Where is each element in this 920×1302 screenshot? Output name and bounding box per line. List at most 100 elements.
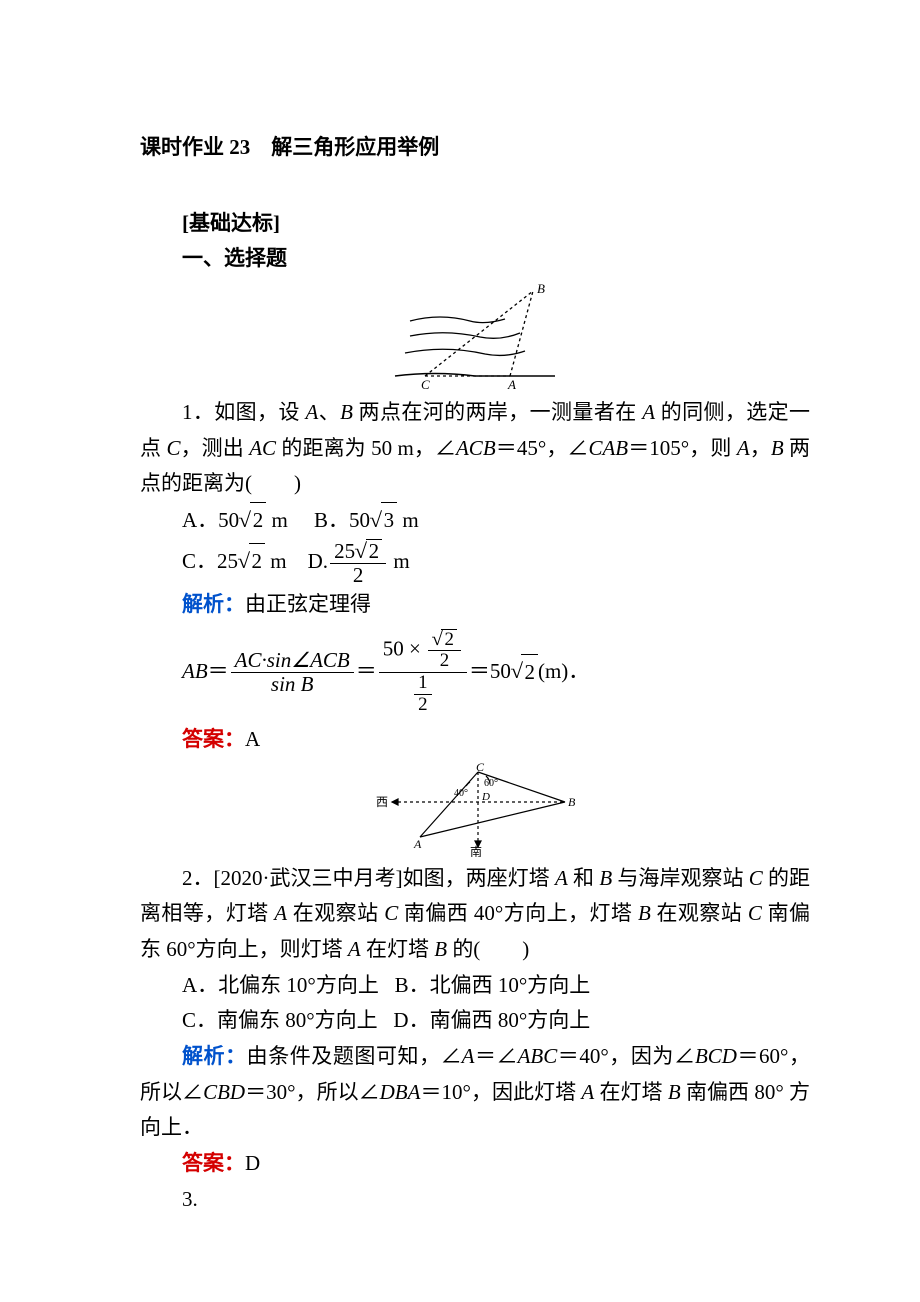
q2-sDBA: DBA — [380, 1080, 421, 1104]
q2-stem: 2．[2020·武汉三中月考]如图，两座灯塔 A 和 B 与海岸观察站 C 的距… — [140, 861, 810, 968]
figure-2-svg: C A B D 西 南 40° 60° — [370, 762, 580, 857]
q1-t5: 的距离为 50 m，∠ — [276, 436, 456, 460]
q2-sA2: A — [581, 1080, 594, 1104]
q2-vC2: C — [384, 901, 398, 925]
fig2-label-south: 南 — [470, 844, 482, 857]
q2-se1: ＝∠ — [474, 1044, 517, 1068]
q2-vB3: B — [434, 937, 447, 961]
fig2-a40: 40° — [454, 788, 468, 799]
q1-optB-rad: 3 — [381, 502, 398, 539]
q2-sp1: 由条件及题图可知，∠ — [247, 1044, 462, 1068]
q2-se10: ＝10°，因此灯塔 — [420, 1080, 581, 1104]
q1-stem: 1．如图，设 A、B 两点在河的两岸，一测量者在 A 的同侧，选定一点 C，测出… — [140, 395, 810, 502]
q1-eq-f2npre: 50 × — [383, 636, 421, 660]
q1-eq-f2n-den: 2 — [428, 651, 461, 672]
q1-eq-f1d: sin B — [271, 672, 314, 696]
q3-number: 3. — [140, 1182, 810, 1218]
q1-vA: A — [305, 400, 318, 424]
q2-optC: C．南偏东 80°方向上 — [182, 1008, 378, 1032]
fig2-label-b: B — [568, 795, 576, 809]
q1-optD-npre: 25 — [334, 539, 355, 563]
q1-optB-pre: B．50 — [314, 508, 370, 532]
q1-eq-res-rs: √ — [510, 654, 523, 690]
q1-eq-f2dd: 2 — [414, 695, 431, 716]
q2-t2: 与海岸观察站 — [612, 866, 749, 890]
q1-eq-res-sfx: (m)． — [538, 654, 589, 690]
q2-src: [2020·武汉三中月考] — [214, 866, 403, 890]
q1-optC-pre: C．25 — [182, 549, 238, 573]
q1-eq-lhs: AB — [182, 654, 208, 690]
q1-t4: ，测出 — [180, 436, 249, 460]
fig2-label-west: 西 — [376, 795, 388, 809]
q1-optD-nrad: 2 — [366, 539, 383, 563]
q2-t5: 南偏西 40°方向上，灯塔 — [398, 901, 638, 925]
fig1-label-b: B — [537, 281, 545, 296]
q2-vA2: A — [274, 901, 287, 925]
q2-sCBD: CBD — [203, 1080, 245, 1104]
q1-opts-cd: C．25√2 m D.25√22 m — [182, 539, 810, 587]
fig2-label-c: C — [476, 762, 485, 774]
q1-eq-f1n: AC·sin∠ACB — [235, 648, 350, 672]
q1-eq-res-rad: 2 — [521, 654, 538, 691]
q1-eq-f2d-inner: 1 2 — [414, 673, 431, 716]
q2-sB: B — [668, 1080, 681, 1104]
q2-and: 和 — [568, 866, 600, 890]
q1-sol-text: 由正弦定理得 — [245, 592, 371, 616]
q1-optA-u: m — [266, 508, 288, 532]
q2-vB2: B — [638, 901, 651, 925]
q1-vACB: ACB — [456, 436, 496, 460]
q1-optA-radsign: √ — [239, 503, 252, 539]
q2-vA3: A — [348, 937, 361, 961]
q1-vB: B — [340, 400, 353, 424]
q1-optA-pre: A．50 — [182, 508, 239, 532]
q1-eq-f2dn: 1 — [414, 673, 431, 695]
q2-se40: ＝40°，因为∠ — [557, 1044, 695, 1068]
q2-sA: A — [462, 1044, 475, 1068]
q1-equation: AB ＝ AC·sin∠ACB sin B ＝ 50 × √2 2 1 2 ＝5… — [182, 629, 810, 716]
q1-optD-den: 2 — [330, 564, 386, 587]
page-body: 课时作业 23 解三角形应用举例 [基础达标] 一、选择题 B A C 1．如图… — [0, 0, 920, 1257]
q1-solution-line: 解析：由正弦定理得 — [140, 587, 810, 623]
q1-answer-line: 答案：A — [140, 722, 810, 758]
q2-opts-ab: A．北偏东 10°方向上 B．北偏西 10°方向上 — [182, 968, 810, 1004]
figure-1: B A C — [140, 281, 810, 391]
q1-optA-rad: 2 — [250, 502, 267, 539]
q1-vA3: A — [737, 436, 750, 460]
q1-s1: 、 — [318, 400, 340, 424]
q2-sol-label: 解析： — [182, 1044, 247, 1068]
figure-2: C A B D 西 南 40° 60° — [140, 762, 810, 857]
q1-optD-rs: √ — [354, 540, 367, 563]
fig2-label-a: A — [413, 837, 422, 851]
q2-sABC: ABC — [518, 1044, 558, 1068]
q2-se30: ＝30°，所以∠ — [245, 1080, 380, 1104]
q1-vA2: A — [642, 400, 655, 424]
q1-vB2: B — [771, 436, 784, 460]
q1-optD-pre: D. — [308, 549, 328, 573]
q2-optA: A．北偏东 10°方向上 — [182, 973, 379, 997]
q2-solution: 解析：由条件及题图可知，∠A＝∠ABC＝40°，因为∠BCD＝60°，所以∠CB… — [140, 1039, 810, 1146]
section-header: [基础达标] — [140, 206, 810, 242]
q1-sol-label: 解析： — [182, 592, 245, 616]
q1-optC-radsign: √ — [237, 544, 250, 580]
q1-eq-eq2: ＝ — [356, 654, 377, 690]
q1-t2: 两点在河的两岸，一测量者在 — [353, 400, 642, 424]
q1-eq-f2n-rs: √ — [432, 630, 443, 651]
q1-optB-u: m — [397, 508, 419, 532]
q1-e45: ＝45°，∠ — [496, 436, 589, 460]
q1-vAC: AC — [249, 436, 276, 460]
q2-sp2: 在灯塔 — [594, 1080, 668, 1104]
q1-ans-label: 答案： — [182, 727, 245, 751]
q1-vC: C — [166, 436, 180, 460]
q2-ans-label: 答案： — [182, 1151, 245, 1175]
q2-vB: B — [599, 866, 612, 890]
q1-optB-radsign: √ — [369, 503, 382, 539]
q2-t4: 在观察站 — [287, 901, 384, 925]
q2-answer-line: 答案：D — [140, 1146, 810, 1182]
q1-vCAB: CAB — [588, 436, 628, 460]
q2-opts-cd: C．南偏东 80°方向上 D．南偏西 80°方向上 — [182, 1003, 810, 1039]
q1-number: 1． — [182, 400, 214, 424]
q1-opts-ab: A．50√2 m B．50√3 m — [182, 502, 810, 539]
q1-eq-frac2: 50 × √2 2 1 2 — [379, 629, 467, 716]
fig1-label-c: C — [421, 377, 430, 391]
q2-optD: D．南偏西 80°方向上 — [393, 1008, 590, 1032]
